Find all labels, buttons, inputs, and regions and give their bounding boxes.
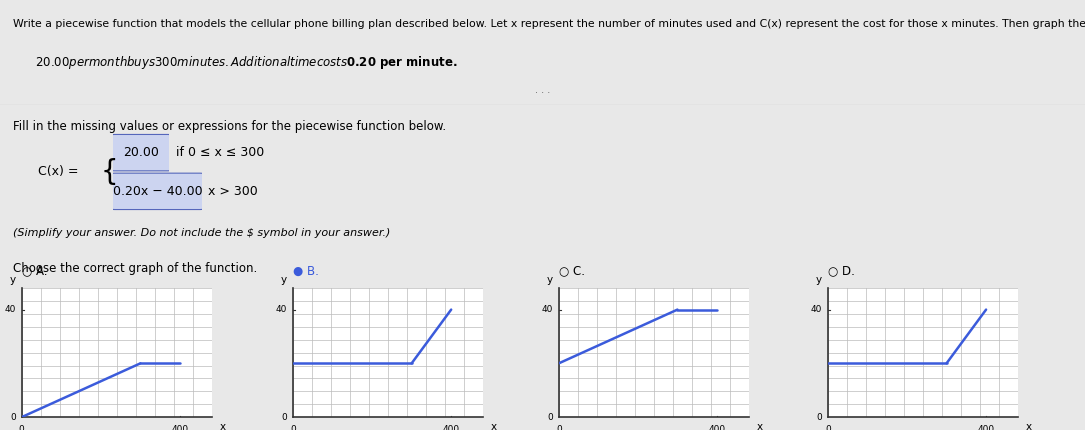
Text: 0: 0	[816, 413, 822, 421]
Text: 40: 40	[541, 305, 553, 314]
Text: y: y	[816, 275, 822, 286]
Text: ○ C.: ○ C.	[559, 264, 585, 277]
Text: 0: 0	[547, 413, 553, 421]
Text: 0: 0	[18, 425, 25, 430]
Text: y: y	[547, 275, 553, 286]
Text: y: y	[281, 275, 288, 286]
Text: x: x	[1026, 422, 1032, 430]
Text: x > 300: x > 300	[208, 185, 258, 198]
Text: 40: 40	[4, 305, 16, 314]
Text: 400: 400	[709, 425, 726, 430]
Text: 0: 0	[290, 425, 296, 430]
Text: 400: 400	[978, 425, 995, 430]
Text: . . .: . . .	[535, 85, 550, 95]
Text: 0: 0	[281, 413, 288, 421]
FancyBboxPatch shape	[111, 173, 204, 209]
Text: ○ A.: ○ A.	[22, 264, 48, 277]
Text: x: x	[757, 422, 763, 430]
Text: {: {	[101, 158, 118, 186]
Text: Write a piecewise function that models the cellular phone billing plan described: Write a piecewise function that models t…	[13, 19, 1085, 29]
Text: C(x) =: C(x) =	[38, 166, 82, 178]
Text: ○ D.: ○ D.	[828, 264, 855, 277]
Text: if 0 ≤ x ≤ 300: if 0 ≤ x ≤ 300	[176, 146, 264, 159]
Text: Choose the correct graph of the function.: Choose the correct graph of the function…	[13, 262, 257, 275]
Text: 40: 40	[810, 305, 822, 314]
Text: 400: 400	[171, 425, 189, 430]
Text: (Simplify your answer. Do not include the $ symbol in your answer.): (Simplify your answer. Do not include th…	[13, 228, 391, 238]
Text: 20.00: 20.00	[123, 146, 159, 159]
Text: ● B.: ● B.	[293, 264, 319, 277]
Text: x: x	[220, 422, 226, 430]
Text: x: x	[492, 422, 497, 430]
Text: 0.20x − 40.00: 0.20x − 40.00	[113, 185, 202, 198]
Text: 40: 40	[276, 305, 288, 314]
Text: 0: 0	[556, 425, 562, 430]
Text: 0: 0	[825, 425, 831, 430]
Text: y: y	[10, 275, 16, 286]
Text: $20.00 per month buys 300 minutes.  Additional time costs $0.20 per minute.: $20.00 per month buys 300 minutes. Addit…	[27, 54, 458, 71]
FancyBboxPatch shape	[111, 135, 171, 171]
Text: Fill in the missing values or expressions for the piecewise function below.: Fill in the missing values or expression…	[13, 120, 446, 133]
Text: 0: 0	[10, 413, 16, 421]
Text: 400: 400	[443, 425, 460, 430]
